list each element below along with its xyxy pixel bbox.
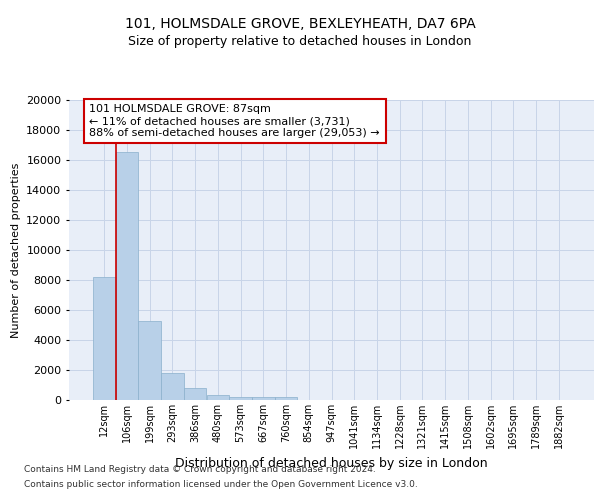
Bar: [275, 397, 298, 400]
Text: Contains public sector information licensed under the Open Government Licence v3: Contains public sector information licen…: [24, 480, 418, 489]
Bar: [161, 373, 184, 400]
Text: Size of property relative to detached houses in London: Size of property relative to detached ho…: [128, 35, 472, 48]
Bar: [252, 397, 275, 400]
Y-axis label: Number of detached properties: Number of detached properties: [11, 162, 20, 338]
Text: Contains HM Land Registry data © Crown copyright and database right 2024.: Contains HM Land Registry data © Crown c…: [24, 465, 376, 474]
Bar: [116, 152, 139, 400]
X-axis label: Distribution of detached houses by size in London: Distribution of detached houses by size …: [175, 456, 488, 469]
Bar: [229, 397, 252, 400]
Text: 101 HOLMSDALE GROVE: 87sqm
← 11% of detached houses are smaller (3,731)
88% of s: 101 HOLMSDALE GROVE: 87sqm ← 11% of deta…: [89, 104, 380, 138]
Text: 101, HOLMSDALE GROVE, BEXLEYHEATH, DA7 6PA: 101, HOLMSDALE GROVE, BEXLEYHEATH, DA7 6…: [125, 18, 475, 32]
Bar: [139, 320, 161, 400]
Bar: [184, 388, 206, 400]
Bar: [206, 395, 229, 400]
Bar: [93, 277, 116, 400]
